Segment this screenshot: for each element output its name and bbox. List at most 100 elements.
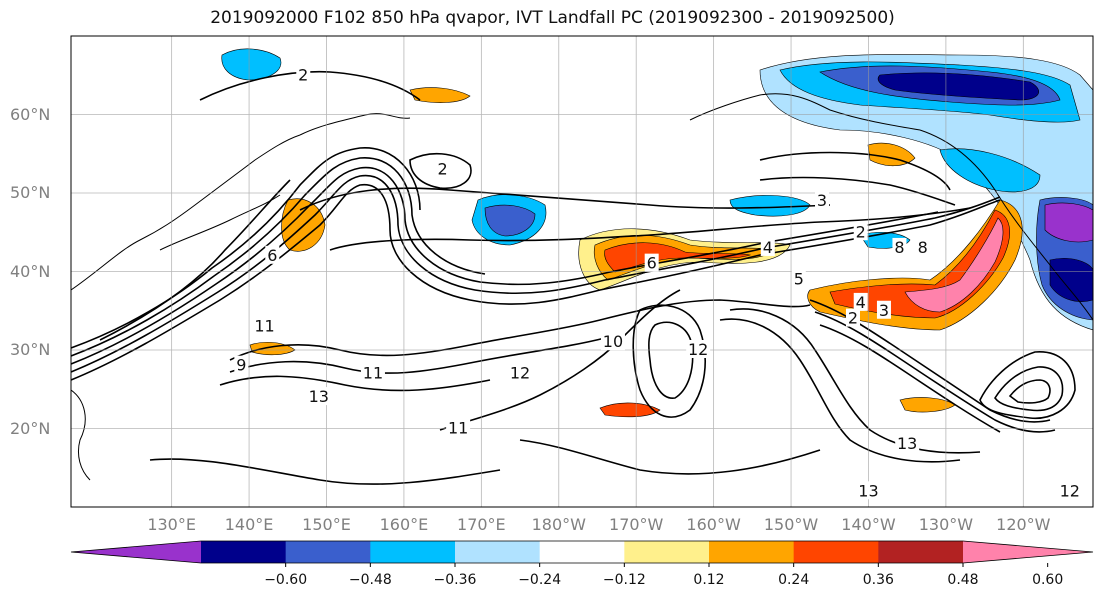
colorbar-tick-label: 0.12 — [693, 572, 725, 588]
contour-label-background — [853, 222, 868, 241]
contour-label: 12 — [510, 364, 530, 383]
contour-label-background — [252, 316, 277, 335]
colorbar — [70, 540, 1094, 567]
colorbar-extend-low — [71, 541, 201, 563]
colorbar-segment — [539, 541, 625, 563]
latitude-label: 50°N — [10, 183, 51, 202]
longitude-label: 180°W — [531, 515, 586, 534]
positive-anomaly-region — [867, 142, 916, 167]
contour-label-background — [234, 355, 249, 374]
negative-anomaly-region — [939, 148, 1041, 193]
positive-anomaly-region — [409, 87, 471, 103]
negative-anomaly-region — [877, 72, 1039, 101]
colorbar-segment — [709, 541, 795, 563]
contour-label: 2 — [848, 309, 858, 328]
contour-label-background — [853, 292, 868, 311]
longitude-label: 170°W — [609, 515, 664, 534]
contour-label: 11 — [363, 364, 383, 383]
colorbar-tick-label: −0.24 — [518, 572, 562, 588]
longitude-label: 140°E — [224, 515, 274, 534]
chart-title: 2019092000 F102 850 hPa qvapor, IVT Land… — [210, 8, 895, 28]
colorbar-segment — [370, 541, 456, 563]
contour-label-background — [360, 363, 385, 382]
contour-label: 2 — [298, 65, 308, 84]
longitude-label: 160°E — [379, 515, 429, 534]
colorbar-tick-label: −0.36 — [433, 572, 477, 588]
colorbar-tick-label: −0.48 — [348, 572, 392, 588]
negative-anomaly-region — [484, 204, 536, 237]
colorbar-segment — [793, 541, 879, 563]
colorbar-extend-high — [963, 541, 1093, 563]
contour-label: 4 — [856, 293, 866, 312]
negative-anomaly-region — [1044, 202, 1093, 243]
contour-label-background — [892, 237, 907, 256]
gridlines — [71, 36, 1093, 507]
contour-label-background — [895, 434, 920, 453]
contour-label: 6 — [267, 246, 277, 265]
contour-label-background — [1057, 481, 1082, 500]
longitude-label: 150°E — [302, 515, 351, 534]
contour-label: 4 — [763, 238, 773, 257]
contour-label: 13 — [309, 387, 329, 406]
negative-anomaly-region — [759, 54, 1093, 331]
contour-label-background — [760, 237, 775, 256]
colorbar-segment — [285, 541, 371, 563]
colorbar-tick-label: 0.36 — [862, 572, 894, 588]
longitude-label: 170°E — [457, 515, 506, 534]
contour-label-background — [306, 387, 331, 406]
colorbar-tick-label: 0.24 — [778, 572, 810, 588]
colorbar-segment — [455, 541, 541, 563]
negative-anomaly-region — [1049, 258, 1093, 302]
contour-label-background — [815, 190, 830, 209]
contour-label: 9 — [236, 356, 246, 375]
contour-label-background — [856, 481, 881, 500]
colorbar-tick-label: −0.60 — [264, 572, 308, 588]
longitude-label: 120°W — [996, 515, 1051, 534]
contour-label-background — [644, 253, 659, 272]
colorbar-segment — [201, 541, 287, 563]
contour-label: 12 — [1060, 481, 1080, 500]
contour-label-background — [600, 332, 625, 351]
longitude-label: 160°W — [686, 515, 741, 534]
colorbar-tick-label: −0.12 — [602, 572, 646, 588]
longitude-label: 150°W — [763, 515, 819, 534]
map-frame — [70, 35, 1094, 508]
negative-anomaly-region — [729, 195, 811, 217]
negative-anomaly-region — [221, 48, 282, 81]
longitude-label: 130°E — [147, 515, 196, 534]
contour-label-background — [845, 308, 860, 327]
contour-label-background — [265, 245, 280, 264]
contour-label: 12 — [688, 340, 708, 359]
contour-label: 5 — [794, 269, 804, 288]
colorbar-tick-label: 0.48 — [947, 572, 979, 588]
contour-label: 11 — [448, 419, 468, 438]
contour-label-background — [435, 159, 450, 178]
positive-anomaly-region — [599, 402, 661, 418]
colorbar-segment — [878, 541, 964, 563]
latitude-label: 20°N — [10, 418, 51, 438]
colorbar-tick-label: 0.60 — [1032, 572, 1064, 588]
positive-anomaly-region — [249, 341, 296, 356]
contour-label: 13 — [897, 434, 917, 453]
contour-label-background — [508, 363, 533, 382]
pc-shading — [221, 48, 1093, 418]
contour-label: 8 — [918, 238, 928, 257]
contour-label: 6 — [647, 254, 657, 273]
positive-anomaly-region — [904, 217, 1004, 313]
contour-label-background — [876, 300, 891, 319]
contour-label-background — [791, 269, 806, 288]
coastlines — [71, 93, 1093, 481]
longitude-label: 140°W — [841, 515, 896, 534]
latitude-label: 60°N — [10, 104, 51, 124]
contour-label: 3 — [817, 191, 827, 210]
contour-label: 3 — [879, 301, 889, 320]
ivt-contours — [71, 70, 1076, 485]
longitude-label: 130°W — [918, 515, 974, 534]
contour-label: 13 — [858, 481, 878, 500]
contour-label: 10 — [603, 332, 623, 351]
colorbar-outline — [70, 540, 1094, 564]
latitude-label: 40°N — [10, 261, 51, 281]
contour-label: 8 — [894, 238, 904, 257]
